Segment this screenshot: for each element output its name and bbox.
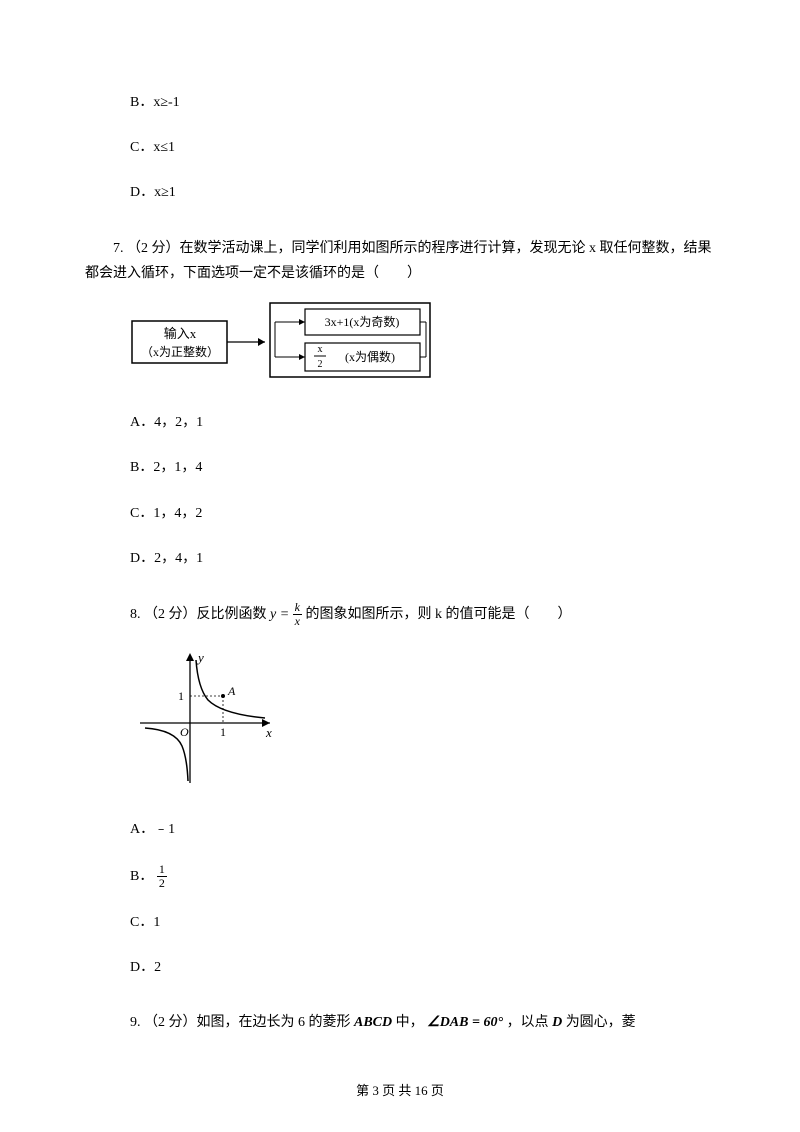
svg-text:O: O bbox=[180, 725, 189, 739]
svg-text:(x为偶数): (x为偶数) bbox=[345, 349, 395, 364]
q9-eq60: = 60° bbox=[468, 1015, 503, 1030]
q9-mid: 中， bbox=[396, 1015, 428, 1030]
q8-optb-num: 1 bbox=[157, 863, 167, 877]
q8-option-b[interactable]: B． 1 2 bbox=[130, 863, 715, 890]
q8-optb-den: 2 bbox=[157, 877, 167, 890]
q8-optb-pre: B． bbox=[130, 869, 153, 884]
svg-text:输入x: 输入x bbox=[164, 326, 197, 341]
q6-option-c[interactable]: C．x≤1 bbox=[130, 135, 715, 160]
q7-option-c[interactable]: C．1，4，2 bbox=[130, 501, 715, 526]
q9-post2: 为圆心，菱 bbox=[566, 1015, 636, 1030]
q9-dab: DAB bbox=[440, 1015, 469, 1030]
svg-text:1: 1 bbox=[178, 689, 184, 703]
q8-graph: y x O A 1 1 bbox=[130, 648, 715, 797]
q7-option-d[interactable]: D．2，4，1 bbox=[130, 546, 715, 571]
q6-option-d[interactable]: D．x≥1 bbox=[130, 180, 715, 205]
q8-frac-den: x bbox=[293, 615, 302, 628]
q6-option-b[interactable]: B．x≥-1 bbox=[130, 90, 715, 115]
q8-formula-lhs: y = bbox=[270, 607, 289, 622]
q8-frac-num: k bbox=[293, 601, 302, 615]
q9-d: D bbox=[552, 1015, 562, 1030]
q8-text-mid: 的图象如图所示，则 k 的值可能是（ ） bbox=[306, 607, 572, 622]
q8-fraction: k x bbox=[293, 601, 302, 628]
q7-flowchart: 输入x （x为正整数） 3x+1(x为奇数) x 2 (x为偶数) bbox=[130, 301, 715, 390]
q7-option-a[interactable]: A．4，2，1 bbox=[130, 410, 715, 435]
svg-text:（x为正整数）: （x为正整数） bbox=[141, 344, 219, 359]
svg-text:2: 2 bbox=[318, 359, 323, 370]
q7-option-b[interactable]: B．2，1，4 bbox=[130, 455, 715, 480]
q9-angle: ∠ bbox=[427, 1015, 440, 1030]
q8-text: 8. （2 分）反比例函数 y = k x 的图象如图所示，则 k 的值可能是（… bbox=[130, 601, 715, 628]
svg-text:1: 1 bbox=[220, 725, 226, 739]
svg-text:y: y bbox=[196, 650, 204, 665]
q9-abcd: ABCD bbox=[354, 1015, 392, 1030]
q8-option-a[interactable]: A．﹣1 bbox=[130, 817, 715, 842]
q8-option-d[interactable]: D．2 bbox=[130, 955, 715, 980]
svg-text:A: A bbox=[227, 684, 236, 698]
svg-text:x: x bbox=[265, 725, 272, 740]
q8-option-c[interactable]: C．1 bbox=[130, 910, 715, 935]
q7-text: 7. （2 分）在数学活动课上，同学们利用如图所示的程序进行计算，发现无论 x … bbox=[85, 236, 715, 286]
q8-text-pre: 8. （2 分）反比例函数 bbox=[130, 607, 267, 622]
q9-pre: 9. （2 分）如图，在边长为 6 的菱形 bbox=[130, 1015, 354, 1030]
q9-text: 9. （2 分）如图，在边长为 6 的菱形 ABCD 中， ∠DAB = 60°… bbox=[130, 1010, 715, 1035]
svg-text:x: x bbox=[318, 344, 323, 355]
q8-optb-fraction: 1 2 bbox=[157, 863, 167, 890]
q9-post1: ，以点 bbox=[507, 1015, 553, 1030]
page-footer: 第 3 页 共 16 页 bbox=[85, 1079, 715, 1102]
svg-text:3x+1(x为奇数): 3x+1(x为奇数) bbox=[325, 314, 400, 329]
